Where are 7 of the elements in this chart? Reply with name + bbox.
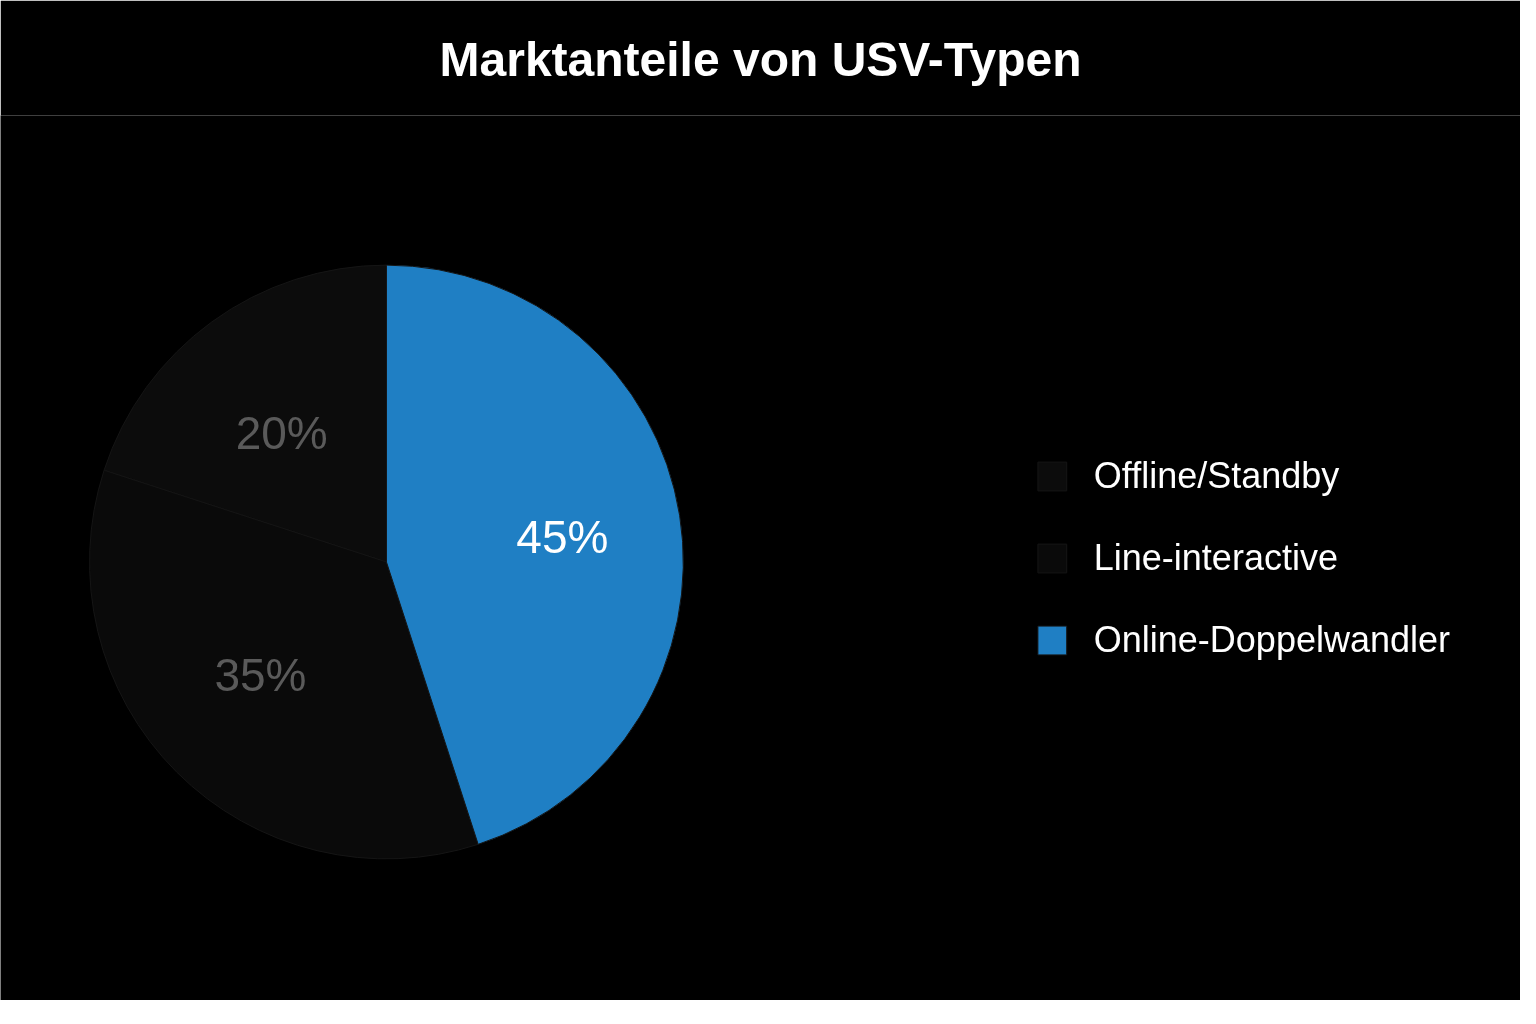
legend-label: Line-interactive bbox=[1093, 536, 1338, 579]
chart-title: Marktanteile von USV-Typen bbox=[439, 32, 1082, 86]
legend-label: Offline/Standby bbox=[1093, 454, 1340, 497]
data-label: 45% bbox=[516, 511, 609, 564]
data-label: 35% bbox=[214, 648, 307, 701]
legend-label: Online-Doppelwandler bbox=[1093, 618, 1450, 661]
data-label: 20% bbox=[235, 406, 328, 459]
